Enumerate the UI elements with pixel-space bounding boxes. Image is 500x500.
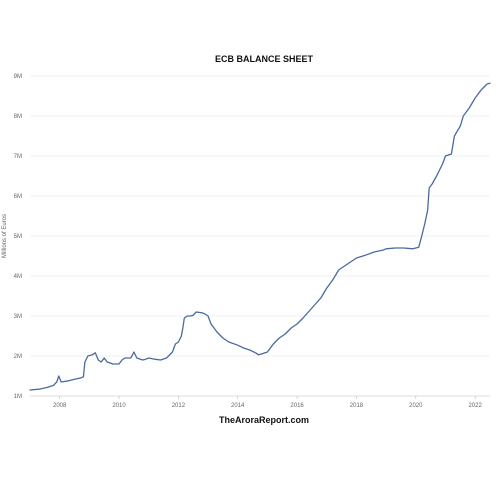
y-tick-label: 2M <box>14 354 22 360</box>
x-axis-ticks: 2008 2010 2012 2014 2016 2018 2020 2022 <box>53 396 482 409</box>
x-tick-label: 2014 <box>231 403 245 409</box>
y-tick-label: 1M <box>14 394 22 400</box>
series-layer <box>29 82 491 391</box>
source-credit: TheAroraReport.com <box>219 415 309 425</box>
y-axis-label: Millions of Euros <box>2 214 8 258</box>
y-tick-label: 9M <box>14 74 22 80</box>
y-tick-label: 7M <box>14 154 22 160</box>
x-tick-label: 2012 <box>172 403 186 409</box>
y-tick-label: 4M <box>14 274 22 280</box>
x-tick-label: 2022 <box>468 403 482 409</box>
y-axis-ticks: 1M 2M 3M 4M 5M 6M 7M 8M 9M <box>14 74 22 400</box>
gridlines <box>30 75 490 397</box>
y-tick-label: 6M <box>14 194 22 200</box>
x-tick-label: 2018 <box>350 403 364 409</box>
y-tick-label: 5M <box>14 234 22 240</box>
y-tick-label: 8M <box>14 114 22 120</box>
y-tick-label: 3M <box>14 314 22 320</box>
x-tick-label: 2010 <box>112 403 126 409</box>
x-tick-label: 2020 <box>409 403 423 409</box>
chart-title: ECB BALANCE SHEET <box>215 54 314 64</box>
x-tick-label: 2016 <box>290 403 304 409</box>
x-tick-label: 2008 <box>53 403 67 409</box>
balance-sheet-line <box>29 82 491 391</box>
